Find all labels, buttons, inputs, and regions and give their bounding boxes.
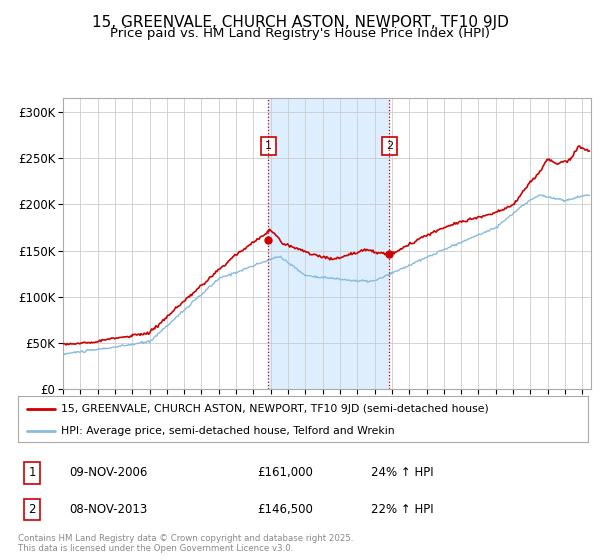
Text: £161,000: £161,000 (257, 466, 313, 479)
Text: 2: 2 (386, 141, 393, 151)
Text: 1: 1 (29, 466, 36, 479)
Text: 1: 1 (265, 141, 272, 151)
Text: £146,500: £146,500 (257, 503, 313, 516)
Text: 24% ↑ HPI: 24% ↑ HPI (371, 466, 434, 479)
Text: 09-NOV-2006: 09-NOV-2006 (70, 466, 148, 479)
Text: Contains HM Land Registry data © Crown copyright and database right 2025.
This d: Contains HM Land Registry data © Crown c… (18, 534, 353, 553)
Text: 08-NOV-2013: 08-NOV-2013 (70, 503, 148, 516)
Text: Price paid vs. HM Land Registry's House Price Index (HPI): Price paid vs. HM Land Registry's House … (110, 27, 490, 40)
Text: 22% ↑ HPI: 22% ↑ HPI (371, 503, 434, 516)
Text: HPI: Average price, semi-detached house, Telford and Wrekin: HPI: Average price, semi-detached house,… (61, 426, 394, 436)
Text: 15, GREENVALE, CHURCH ASTON, NEWPORT, TF10 9JD (semi-detached house): 15, GREENVALE, CHURCH ASTON, NEWPORT, TF… (61, 404, 488, 414)
Bar (268, 98, 389, 389)
Text: 15, GREENVALE, CHURCH ASTON, NEWPORT, TF10 9JD: 15, GREENVALE, CHURCH ASTON, NEWPORT, TF… (92, 15, 508, 30)
Text: 2: 2 (29, 503, 36, 516)
